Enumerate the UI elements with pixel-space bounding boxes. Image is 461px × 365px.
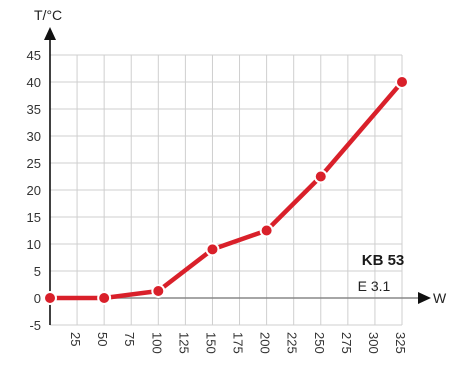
y-tick-label: 40 [27,75,41,90]
series [43,75,409,305]
x-tick-label: 75 [122,332,137,346]
x-tick-label: 175 [231,332,246,354]
x-tick-label: 275 [339,332,354,354]
data-point [313,169,328,184]
data-point [97,291,112,305]
y-tick-labels: -5 0 5 10 15 20 25 30 35 40 45 [27,48,41,333]
x-tick-labels: 25 50 75 100 125 150 175 200 225 250 275 300 325 [68,332,408,354]
x-tick-label: 325 [393,332,408,354]
y-axis-arrow [44,27,56,40]
y-tick-label: 30 [27,129,41,144]
data-point [151,283,166,298]
y-tick-label: 20 [27,183,41,198]
x-tick-label: 225 [285,332,300,354]
x-axis-title: W [433,290,447,306]
x-tick-label: 300 [366,332,381,354]
y-tick-label: 15 [27,210,41,225]
y-tick-label: -5 [29,318,41,333]
x-tick-label: 200 [258,332,273,354]
y-tick-label: 0 [34,291,41,306]
y-tick-label: 45 [27,48,41,63]
x-tick-label: 250 [312,332,327,354]
data-point [205,242,220,257]
x-tick-label: 125 [176,332,191,354]
y-tick-label: 10 [27,237,41,252]
y-tick-label: 5 [34,264,41,279]
y-tick-label: 35 [27,102,41,117]
y-tick-label: 25 [27,156,41,171]
grid [50,54,403,326]
data-point [259,223,274,238]
x-tick-label: 25 [68,332,83,346]
x-tick-label: 150 [203,332,218,354]
data-point [43,291,57,305]
x-tick-label: 100 [149,332,164,354]
y-axis-title: T/°C [34,7,62,23]
model-label: KB 53 [362,252,405,269]
data-point [395,75,409,89]
x-tick-label: 50 [95,332,110,346]
version-label: E 3.1 [358,278,391,294]
x-axis-arrow [418,292,431,304]
